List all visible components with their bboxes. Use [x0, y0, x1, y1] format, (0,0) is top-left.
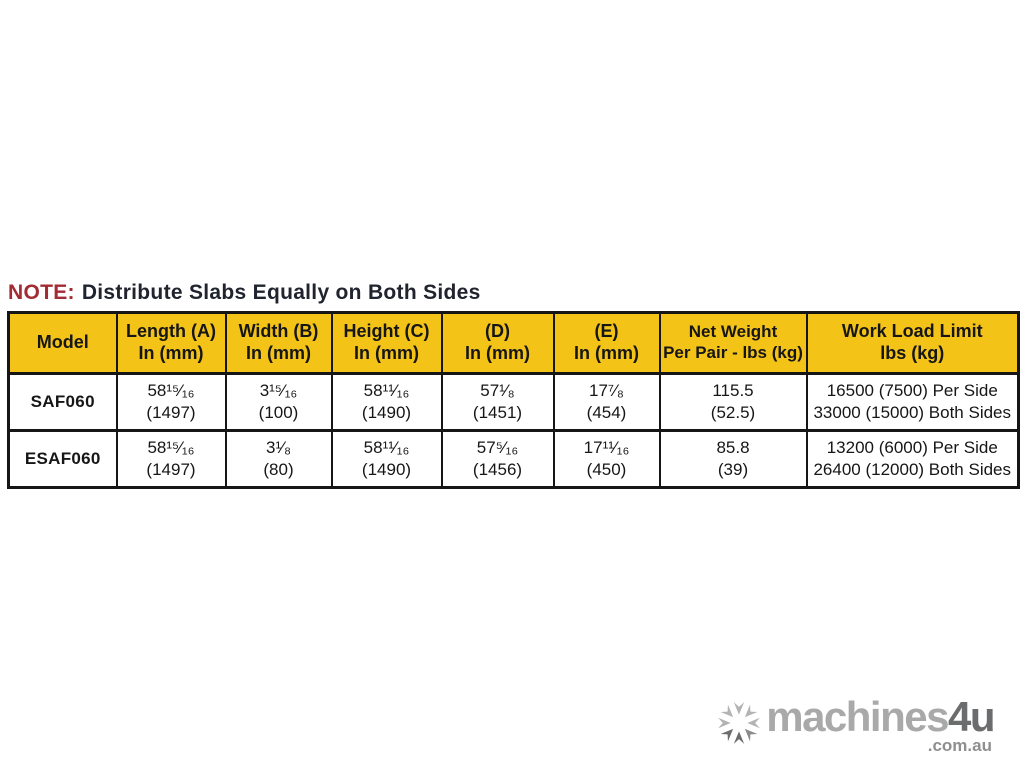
- net-weight-cell: 115.5 (52.5): [658, 372, 808, 432]
- col-header-height: Height (C) In (mm): [330, 311, 443, 375]
- logo-brand-text: machines: [766, 693, 949, 740]
- net-weight-cell: 85.8 (39): [658, 429, 808, 489]
- machines4u-logo[interactable]: machines4u .com.au: [714, 693, 996, 756]
- col-header-width: Width (B) In (mm): [224, 311, 333, 375]
- model-cell: ESAF060: [7, 429, 118, 489]
- logo-domain-text: .com.au: [927, 736, 992, 755]
- col-header-model: Model: [7, 311, 118, 375]
- col-header-net-weight: Net Weight Per Pair - lbs (kg): [658, 311, 808, 375]
- col-header-d: (D) In (mm): [440, 311, 555, 375]
- header-row: Model Length (A) In (mm) Width (B) In (m…: [7, 311, 1020, 375]
- height-cell: 58¹¹⁄₁₆ (1490): [330, 372, 443, 432]
- logo-suffix-text: 4u: [947, 693, 996, 740]
- note-heading: NOTE: Distribute Slabs Equally on Both Si…: [8, 281, 481, 305]
- length-cell: 58¹⁵⁄₁₆ (1497): [115, 372, 227, 432]
- col-header-work-load-limit: Work Load Limit lbs (kg): [805, 311, 1020, 375]
- width-cell: 3¹⁵⁄₁₆ (100): [224, 372, 333, 432]
- width-cell: 3¹⁄₈ (80): [224, 429, 333, 489]
- note-label: NOTE:: [8, 281, 75, 304]
- model-cell: SAF060: [7, 372, 118, 432]
- spec-table: Model Length (A) In (mm) Width (B) In (m…: [7, 311, 1020, 489]
- e-cell: 17⁷⁄₈ (454): [552, 372, 661, 432]
- height-cell: 58¹¹⁄₁₆ (1490): [330, 429, 443, 489]
- e-cell: 17¹¹⁄₁₆ (450): [552, 429, 661, 489]
- d-cell: 57⁵⁄₁₆ (1456): [440, 429, 555, 489]
- col-header-length: Length (A) In (mm): [115, 311, 227, 375]
- d-cell: 57¹⁄₈ (1451): [440, 372, 555, 432]
- col-header-e: (E) In (mm): [552, 311, 661, 375]
- table-row-esaf060: ESAF060 58¹⁵⁄₁₆ (1497) 3¹⁄₈ (80) 58¹¹⁄₁₆…: [7, 429, 1020, 489]
- length-cell: 58¹⁵⁄₁₆ (1497): [115, 429, 227, 489]
- table-row-saf060: SAF060 58¹⁵⁄₁₆ (1497) 3¹⁵⁄₁₆ (100) 58¹¹⁄…: [7, 372, 1020, 432]
- work-load-limit-cell: 16500 (7500) Per Side 33000 (15000) Both…: [805, 372, 1020, 432]
- work-load-limit-cell: 13200 (6000) Per Side 26400 (12000) Both…: [805, 429, 1020, 489]
- logo-text: machines4u .com.au: [766, 693, 996, 756]
- asterisk-arrows-icon: [718, 702, 761, 744]
- note-text: Distribute Slabs Equally on Both Sides: [81, 281, 481, 304]
